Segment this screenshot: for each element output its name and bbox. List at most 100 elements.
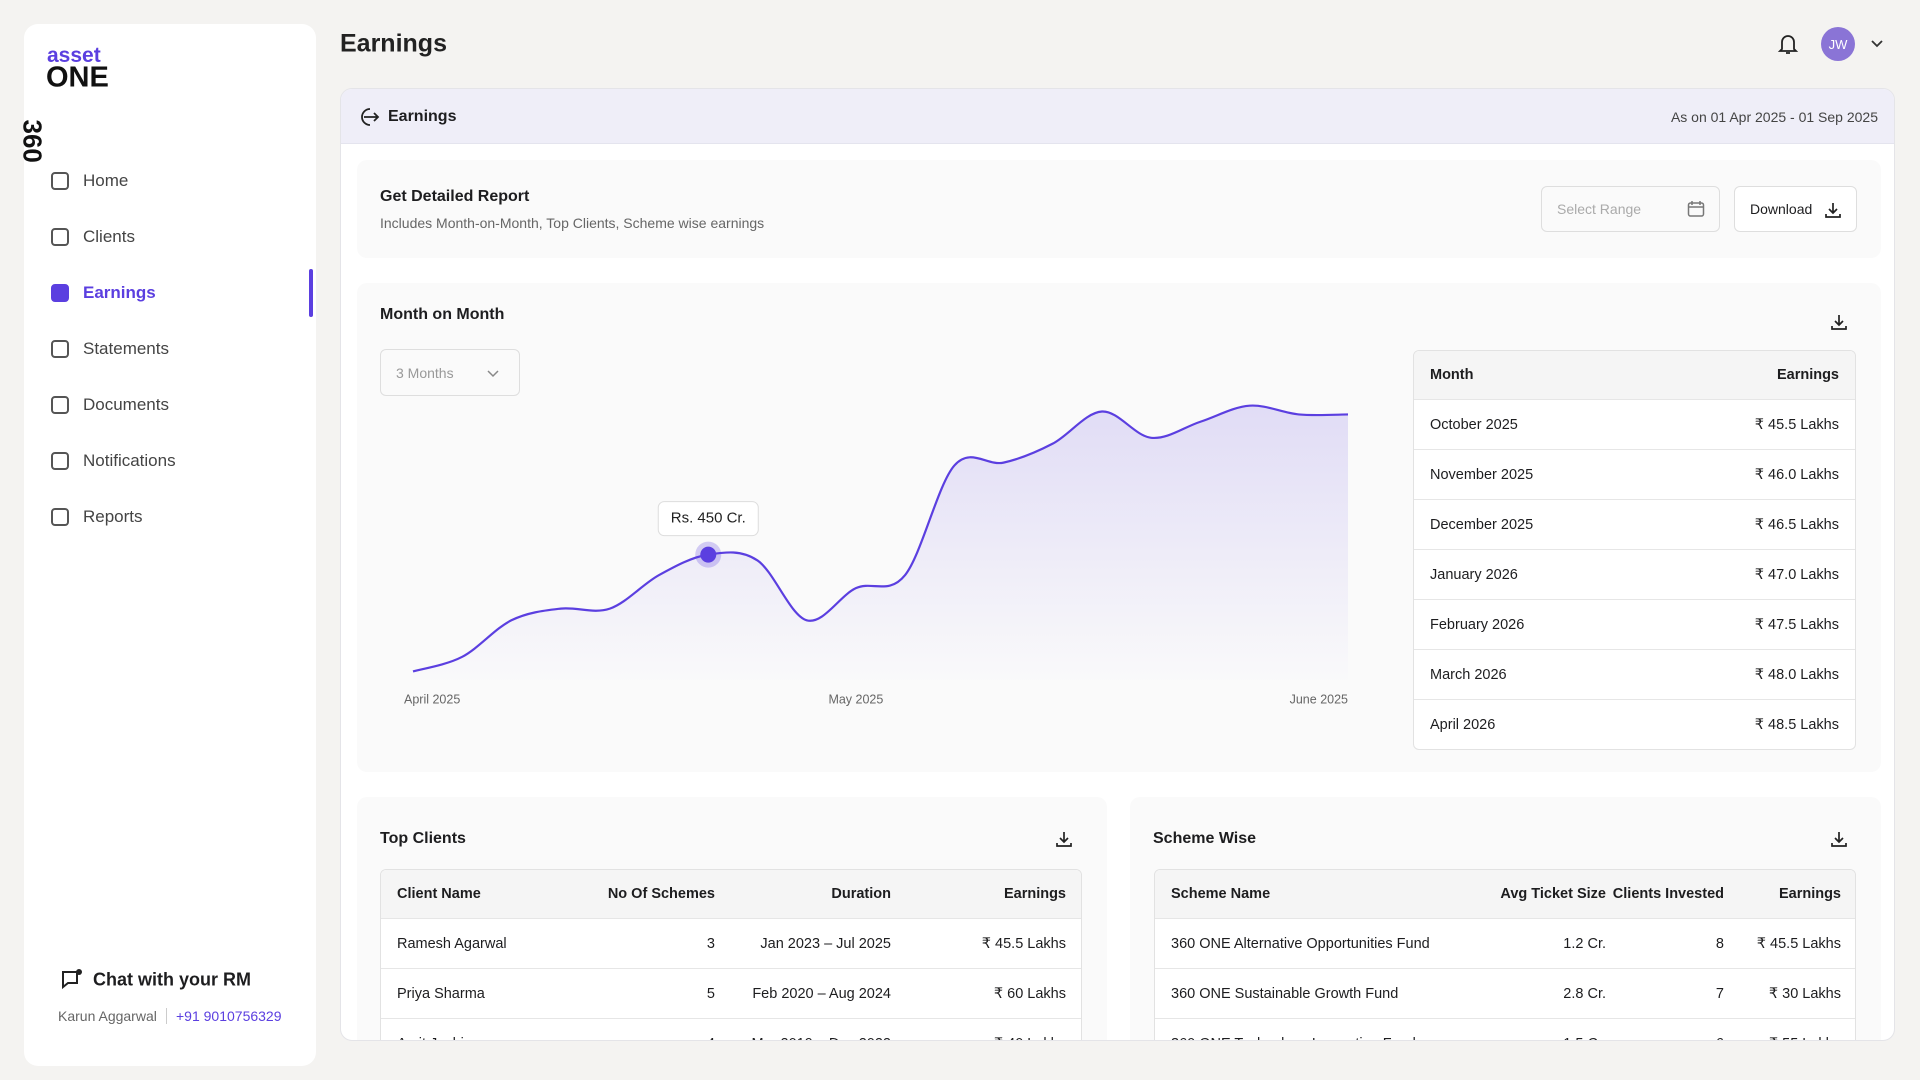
download-icon — [1825, 203, 1841, 218]
table-cell: Amit Joshi — [397, 1036, 561, 1041]
scheme-title: Scheme Wise — [1153, 830, 1257, 847]
nav-label: Home — [83, 171, 129, 190]
earnings-icon — [361, 108, 380, 126]
table-row: November 2025 ₹ 46.0 Lakhs — [1414, 449, 1855, 499]
logo-word: asset — [47, 44, 101, 67]
period-label: 3 Months — [396, 364, 454, 381]
table-cell: Feb 2020 – Aug 2024 — [752, 985, 891, 1002]
table-row: October 2025 ₹ 45.5 Lakhs — [1414, 399, 1855, 449]
table-row: February 2026 ₹ 47.5 Lakhs — [1414, 599, 1855, 649]
nav-icon — [51, 340, 69, 358]
main-panel: Earnings As on 01 Apr 2025 - 01 Sep 2025… — [340, 88, 1895, 1041]
table-row: April 2026 ₹ 48.5 Lakhs — [1414, 699, 1855, 749]
chat-title[interactable]: Chat with your RM — [93, 969, 251, 990]
table-row: March 2026 ₹ 48.0 Lakhs — [1414, 649, 1855, 699]
nav-item[interactable]: Notifications — [51, 441, 176, 481]
table-cell: December 2025 — [1430, 516, 1534, 533]
download-button[interactable]: Download — [1734, 186, 1857, 232]
table-cell: January 2026 — [1430, 566, 1518, 583]
active-indicator — [309, 269, 313, 317]
nav-item[interactable]: Documents — [51, 385, 169, 425]
nav-label: Statements — [83, 339, 169, 358]
table-cell: Priya Sharma — [397, 985, 485, 1002]
table-cell: 8 — [1715, 935, 1724, 952]
table-cell: 1.5 Cr. — [1471, 1036, 1606, 1041]
table-cell: 360 ONE Technology Innovation Fund — [1171, 1036, 1471, 1041]
logo-word: 360 — [17, 119, 48, 163]
column-header: Earnings — [1778, 886, 1841, 902]
column-header: Month — [1430, 367, 1474, 383]
bell-icon[interactable] — [1777, 33, 1799, 55]
nav-icon — [51, 172, 69, 190]
date-range: As on 01 Apr 2025 - 01 Sep 2025 — [1670, 109, 1878, 125]
period-dropdown[interactable]: 3 Months — [380, 349, 520, 396]
panel-header: Earnings As on 01 Apr 2025 - 01 Sep 2025 — [341, 89, 1894, 144]
table-cell: ₹ 45.5 Lakhs — [1756, 935, 1841, 952]
table-cell: February 2026 — [1430, 616, 1525, 633]
chevron[interactable] — [1870, 37, 1884, 51]
page-title: Earnings — [340, 29, 447, 58]
table-cell: ₹ 55 Lakhs — [1724, 1036, 1841, 1041]
table-cell: 5 — [706, 985, 715, 1002]
table-row: December 2025 ₹ 46.5 Lakhs — [1414, 499, 1855, 549]
table-cell: ₹ 46.0 Lakhs — [1754, 466, 1839, 483]
nav-label: Notifications — [83, 451, 176, 470]
nav-item[interactable]: Statements — [51, 329, 169, 369]
column-header: Earnings — [1776, 367, 1839, 383]
table-header: Scheme Name Avg Ticket Size Clients Invest… — [1155, 870, 1855, 918]
report-subtitle: Includes Month-on-Month, Top Clients, Sc… — [380, 215, 765, 231]
rm-phone[interactable]: +91 9010756329 — [176, 1008, 282, 1024]
table-cell: ₹ 40 Lakhs — [891, 1036, 1066, 1041]
range-placeholder: Select Range — [1557, 201, 1642, 217]
month-table: Month Earnings October 2025 ₹ 45.5 Lakhs Nov… — [1413, 350, 1856, 750]
table-cell: ₹ 47.0 Lakhs — [1754, 566, 1839, 583]
chevron — [487, 370, 499, 378]
rm-name: Karun Aggarwal — [58, 1008, 157, 1024]
table-cell: 360 ONE Sustainable Growth Fund — [1171, 985, 1399, 1002]
column-header: Clients Invested — [1612, 886, 1724, 902]
separator — [166, 1008, 167, 1024]
download-icon[interactable] — [1830, 313, 1848, 331]
nav-label: Earnings — [83, 283, 156, 302]
scheme-table: Scheme Name Avg Ticket Size Clients Invest… — [1154, 869, 1856, 1041]
nav-label: Documents — [83, 395, 169, 414]
table-cell: ₹ 60 Lakhs — [993, 985, 1066, 1002]
range-picker[interactable]: Select Range — [1541, 186, 1720, 232]
table-cell: ₹ 48.5 Lakhs — [1754, 716, 1839, 733]
table-cell: ₹ 47.5 Lakhs — [1754, 616, 1839, 633]
calendar-icon — [1687, 201, 1705, 217]
scheme-card: Scheme Wise Scheme Name Avg Ticket Size Cl… — [1130, 797, 1881, 1041]
nav-icon — [51, 452, 69, 470]
table-header: Month Earnings — [1414, 351, 1855, 399]
table-cell: ₹ 45.5 Lakhs — [981, 935, 1066, 952]
table-row: January 2026 ₹ 47.0 Lakhs — [1414, 549, 1855, 599]
table-cell: 6 — [1606, 1036, 1724, 1041]
nav-item[interactable]: Clients — [51, 217, 135, 257]
column-header: Client Name — [397, 886, 481, 902]
report-card: Get Detailed Report Includes Month-on-Mo… — [357, 160, 1881, 258]
table-cell: 360 ONE Alternative Opportunities Fund — [1171, 935, 1430, 952]
nav-label: Reports — [83, 507, 143, 526]
nav-item[interactable]: Reports — [51, 497, 143, 537]
nav-item[interactable]: Home — [51, 161, 128, 201]
top-clients-card: Top Clients Client Name No Of Schemes Dura… — [357, 797, 1107, 1041]
table-cell: October 2025 — [1430, 416, 1518, 433]
top-clients-title: Top Clients — [380, 830, 466, 847]
download-icon[interactable] — [1830, 830, 1848, 848]
download-icon[interactable] — [1055, 830, 1073, 848]
column-header: Duration — [831, 886, 891, 902]
table-row: 360 ONE Alternative Opportunities Fund 1.… — [1155, 918, 1855, 968]
nav-icon — [51, 396, 69, 414]
column-header: Scheme Name — [1171, 886, 1271, 902]
chat-icon — [62, 969, 82, 990]
avatar[interactable]: JW — [1821, 27, 1855, 61]
table-cell: 1.2 Cr. — [1563, 935, 1606, 952]
table-cell: ₹ 46.5 Lakhs — [1754, 516, 1839, 533]
nav-item[interactable]: Earnings — [51, 273, 156, 313]
table-cell: Jan 2023 – Jul 2025 — [760, 935, 891, 952]
panel-title: Earnings — [388, 108, 457, 125]
table-cell: Mar 2019 – Dec 2022 — [715, 1036, 891, 1041]
nav-label: Clients — [83, 227, 135, 246]
